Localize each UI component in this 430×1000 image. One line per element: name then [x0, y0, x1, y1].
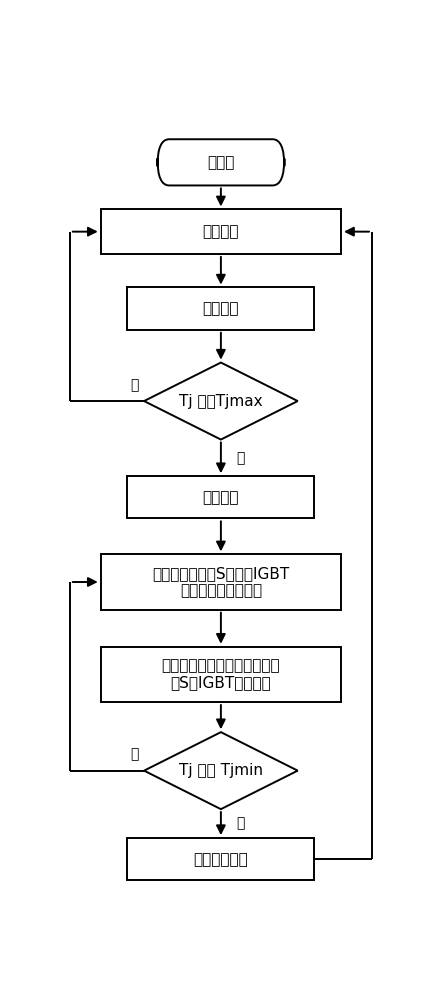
Text: 初始化: 初始化 [207, 155, 234, 170]
Bar [127, 476, 314, 518]
FancyBboxPatch shape [157, 139, 284, 185]
Text: 否: 否 [130, 378, 139, 392]
Text: 是: 是 [235, 817, 244, 831]
Text: 是: 是 [235, 451, 244, 465]
Text: 闭合并联继电器S，断开IGBT
驱动，风机转速调大: 闭合并联继电器S，断开IGBT 驱动，风机转速调大 [152, 566, 289, 598]
Text: 加热电流: 加热电流 [202, 224, 239, 239]
Text: 通入测试电流，断开并联继电
器S，IGBT驱动导通: 通入测试电流，断开并联继电 器S，IGBT驱动导通 [161, 658, 280, 691]
Bar [127, 287, 314, 330]
Text: 测试电流: 测试电流 [202, 301, 239, 316]
Bar [101, 554, 341, 610]
Bar [101, 209, 341, 254]
Bar [101, 647, 341, 702]
Text: 进入中断: 进入中断 [202, 490, 239, 505]
Bar [127, 838, 314, 880]
Polygon shape [144, 732, 297, 809]
Text: 风机转速调小: 风机转速调小 [193, 852, 248, 867]
Polygon shape [144, 363, 297, 440]
Text: 否: 否 [130, 747, 139, 761]
Text: Tj 达到Tjmax: Tj 达到Tjmax [178, 394, 262, 409]
Text: Tj 达到 Tjmin: Tj 达到 Tjmin [178, 763, 262, 778]
